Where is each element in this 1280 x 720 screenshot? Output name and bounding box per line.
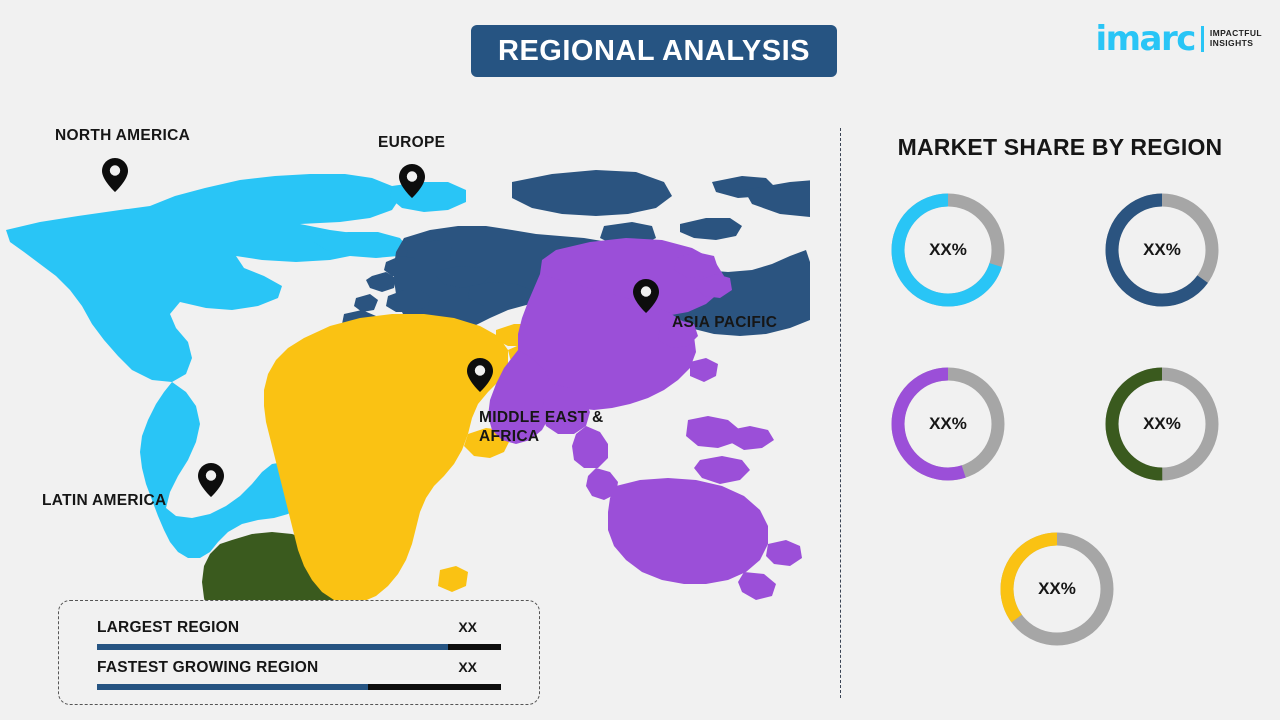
logo-wordmark: imarc (1095, 19, 1196, 59)
region-legend-box: LARGEST REGION XX FASTEST GROWING REGION… (58, 600, 540, 705)
map-label-latin-america: LATIN AMERICA (42, 492, 167, 509)
map-region-asia-pacific (488, 238, 802, 600)
legend-bar-fastest-growing-region (97, 684, 501, 690)
donut-value-europe: XX% (1143, 240, 1181, 259)
legend-label-largest-region: LARGEST REGION (97, 619, 240, 636)
logo-tagline-line2: INSIGHTS (1209, 38, 1254, 48)
logo-tagline: IMPACTFUL INSIGHTS (1209, 28, 1262, 49)
donut-chart-north-america: XX% (884, 186, 1012, 314)
donut-value-latin-america: XX% (1143, 414, 1181, 433)
legend-bar-fill-fastest-growing-region (97, 684, 368, 690)
donut-chart-europe: XX% (1098, 186, 1226, 314)
map-label-europe: EUROPE (378, 134, 446, 151)
donut-chart-middle-east-africa: XX% (993, 525, 1121, 653)
donut-value-north-america: XX% (929, 240, 967, 259)
map-pin-icon-europe[interactable] (399, 164, 425, 198)
logo-tagline-line1: IMPACTFUL (1209, 28, 1262, 39)
imarc-logo: imarc IMPACTFUL INSIGHTS (1095, 22, 1262, 56)
page-title: REGIONAL ANALYSIS (498, 34, 810, 67)
map-region-north-america (6, 174, 466, 558)
legend-row-largest-region: LARGEST REGION XX (97, 619, 501, 650)
market-share-panel-title: MARKET SHARE BY REGION (897, 134, 1223, 160)
map-label-middle-east-africa: MIDDLE EAST & AFRICA (479, 409, 604, 446)
legend-value-largest-region: XX (458, 619, 477, 635)
map-pin-icon-asia-pacific[interactable] (633, 279, 659, 313)
donut-value-asia-pacific: XX% (929, 414, 967, 433)
map-label-north-america: NORTH AMERICA (55, 127, 191, 144)
donut-chart-asia-pacific: XX% (884, 360, 1012, 488)
map-pin-icon-middle-east-africa[interactable] (467, 358, 493, 392)
page-title-banner: REGIONAL ANALYSIS (471, 25, 837, 77)
legend-bar-fill-largest-region (97, 644, 449, 650)
world-map (0, 130, 810, 610)
donut-chart-latin-america: XX% (1098, 360, 1226, 488)
donut-value-middle-east-africa: XX% (1038, 579, 1076, 598)
legend-row-fastest-growing-region: FASTEST GROWING REGION XX (97, 659, 501, 690)
legend-label-fastest-growing-region: FASTEST GROWING REGION (97, 659, 319, 676)
legend-value-fastest-growing-region: XX (458, 659, 477, 675)
map-pin-icon-north-america[interactable] (102, 158, 128, 192)
section-divider (840, 128, 841, 698)
map-label-asia-pacific: ASIA PACIFIC (672, 314, 778, 331)
logo-divider-icon (1200, 26, 1204, 52)
map-pin-icon-latin-america[interactable] (198, 463, 224, 497)
legend-bar-largest-region (97, 644, 501, 650)
